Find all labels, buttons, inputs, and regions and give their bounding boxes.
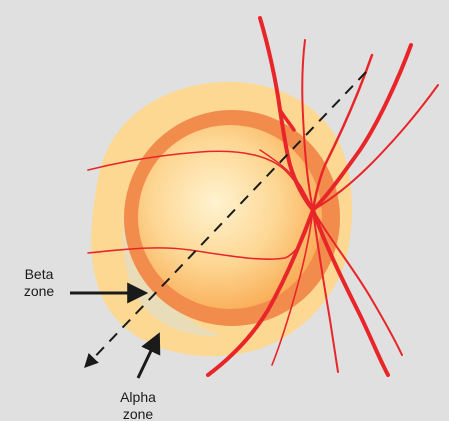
blood-vessels: [87, 16, 439, 377]
vessel-superior-thin: [301, 39, 314, 211]
vessel-nasal-upper: [87, 150, 314, 211]
vessel-superior-right-2: [311, 53, 374, 212]
vessel-inferior-left: [271, 209, 314, 366]
vessel-inferior-right-1: [311, 208, 390, 377]
vessel-superior-right-3: [312, 84, 439, 211]
beta-zone-label-line1: Beta: [24, 266, 54, 282]
alpha-zone-label-line2: zone: [122, 406, 154, 421]
vessel-inferior-right-2: [312, 209, 403, 356]
beta-zone-label: Beta zone: [19, 266, 59, 300]
vessel-superior-hook: [278, 108, 296, 132]
optic-cup: [138, 125, 322, 309]
vessel-inferior-mid: [312, 209, 339, 373]
alpha-zone-label: Alpha zone: [113, 389, 163, 421]
vessel-inferior-main: [206, 208, 315, 377]
vessel-superior-right-1: [311, 43, 413, 212]
alpha-zone-label-line1: Alpha: [120, 389, 156, 405]
vessel-nasal-small: [259, 149, 314, 211]
dashed-axis-arrow: [84, 71, 367, 369]
alpha-zone-arrow: [136, 332, 161, 379]
beta-zone-label-line2: zone: [23, 283, 55, 299]
